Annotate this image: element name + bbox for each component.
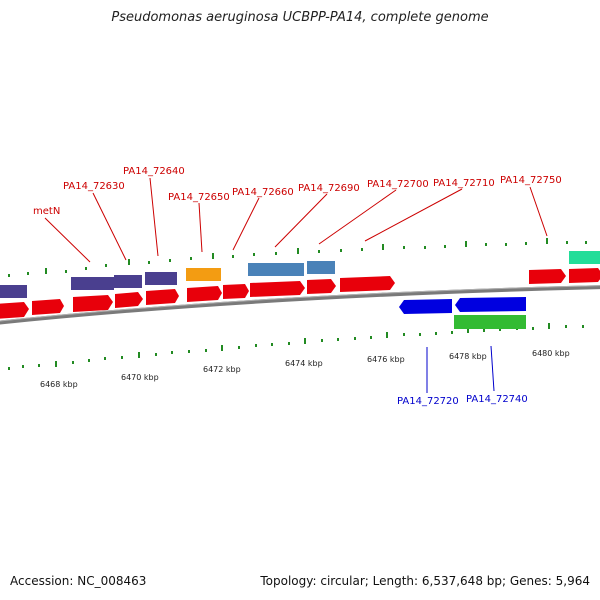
top-gene-labels: metN PA14_72630 PA14_72640 PA14_72650 PA… <box>33 166 562 217</box>
map-title: Pseudomonas aeruginosa UCBPP-PA14, compl… <box>111 10 489 25</box>
cds-forward-11 <box>529 269 566 284</box>
cds-forward-4 <box>115 292 143 308</box>
kbp-label: 6478 kbp <box>449 352 487 361</box>
cds-forward-5 <box>146 289 179 305</box>
reverse-cds-row <box>399 297 526 314</box>
cds-forward-3 <box>73 295 113 312</box>
feature-steelblue-2 <box>307 261 335 274</box>
accession-text: Accession: NC_008463 <box>10 574 147 588</box>
feature-purple-4 <box>145 272 177 285</box>
kbp-label: 6468 kbp <box>40 380 78 389</box>
cds-forward-8 <box>250 281 305 297</box>
gene-label-PA14_72740[interactable]: PA14_72740 <box>466 394 528 405</box>
kbp-label: 6470 kbp <box>121 373 159 382</box>
feature-purple-3 <box>114 275 142 288</box>
bottom-gene-labels: PA14_72720 PA14_72740 <box>397 394 528 407</box>
kbp-label: 6474 kbp <box>285 359 323 368</box>
cds-forward-10 <box>340 276 395 292</box>
cds-forward-7 <box>223 284 249 299</box>
cds-forward-6 <box>187 286 222 302</box>
outer-feature-row <box>0 251 600 298</box>
kbp-label: 6472 kbp <box>203 365 241 374</box>
top-leader-lines <box>44 177 548 263</box>
topology-text: Topology: circular; Length: 6,537,648 bp… <box>260 574 590 588</box>
cds-forward-9 <box>307 279 336 294</box>
gene-label-PA14_72700[interactable]: PA14_72700 <box>367 179 429 190</box>
genome-backbone <box>0 285 600 325</box>
feature-orange <box>186 268 221 281</box>
gene-label-PA14_72750[interactable]: PA14_72750 <box>500 175 562 186</box>
kbp-label: 6480 kbp <box>532 349 570 358</box>
feature-purple-1 <box>0 285 27 298</box>
cds-reverse-1 <box>399 299 452 314</box>
kbp-label: 6476 kbp <box>367 355 405 364</box>
gene-label-PA14_72720[interactable]: PA14_72720 <box>397 396 459 407</box>
kbp-scale-labels: 6468 kbp 6470 kbp 6472 kbp 6474 kbp 6476… <box>40 349 570 389</box>
gene-label-PA14_72650[interactable]: PA14_72650 <box>168 192 230 203</box>
cds-reverse-2 <box>455 297 526 312</box>
gene-label-PA14_72640[interactable]: PA14_72640 <box>123 166 185 177</box>
gene-label-PA14_72710[interactable]: PA14_72710 <box>433 178 495 189</box>
cds-forward-12 <box>569 268 600 283</box>
inner-tick-ring <box>8 323 584 370</box>
outer-tick-ring <box>8 238 587 277</box>
cds-forward-1 <box>0 302 29 319</box>
gene-label-metN[interactable]: metN <box>33 206 60 217</box>
cds-forward-2 <box>32 299 64 315</box>
genome-backbone-highlight <box>0 285 600 322</box>
gene-label-PA14_72630[interactable]: PA14_72630 <box>63 181 125 192</box>
gene-label-PA14_72660[interactable]: PA14_72660 <box>232 187 294 198</box>
gene-label-PA14_72690[interactable]: PA14_72690 <box>298 183 360 194</box>
feature-teal <box>569 251 600 264</box>
feature-steelblue-1 <box>248 263 304 276</box>
feature-green <box>454 315 526 329</box>
feature-purple-2 <box>71 277 114 290</box>
forward-cds-row <box>0 268 600 319</box>
bottom-leader-lines <box>426 345 495 393</box>
